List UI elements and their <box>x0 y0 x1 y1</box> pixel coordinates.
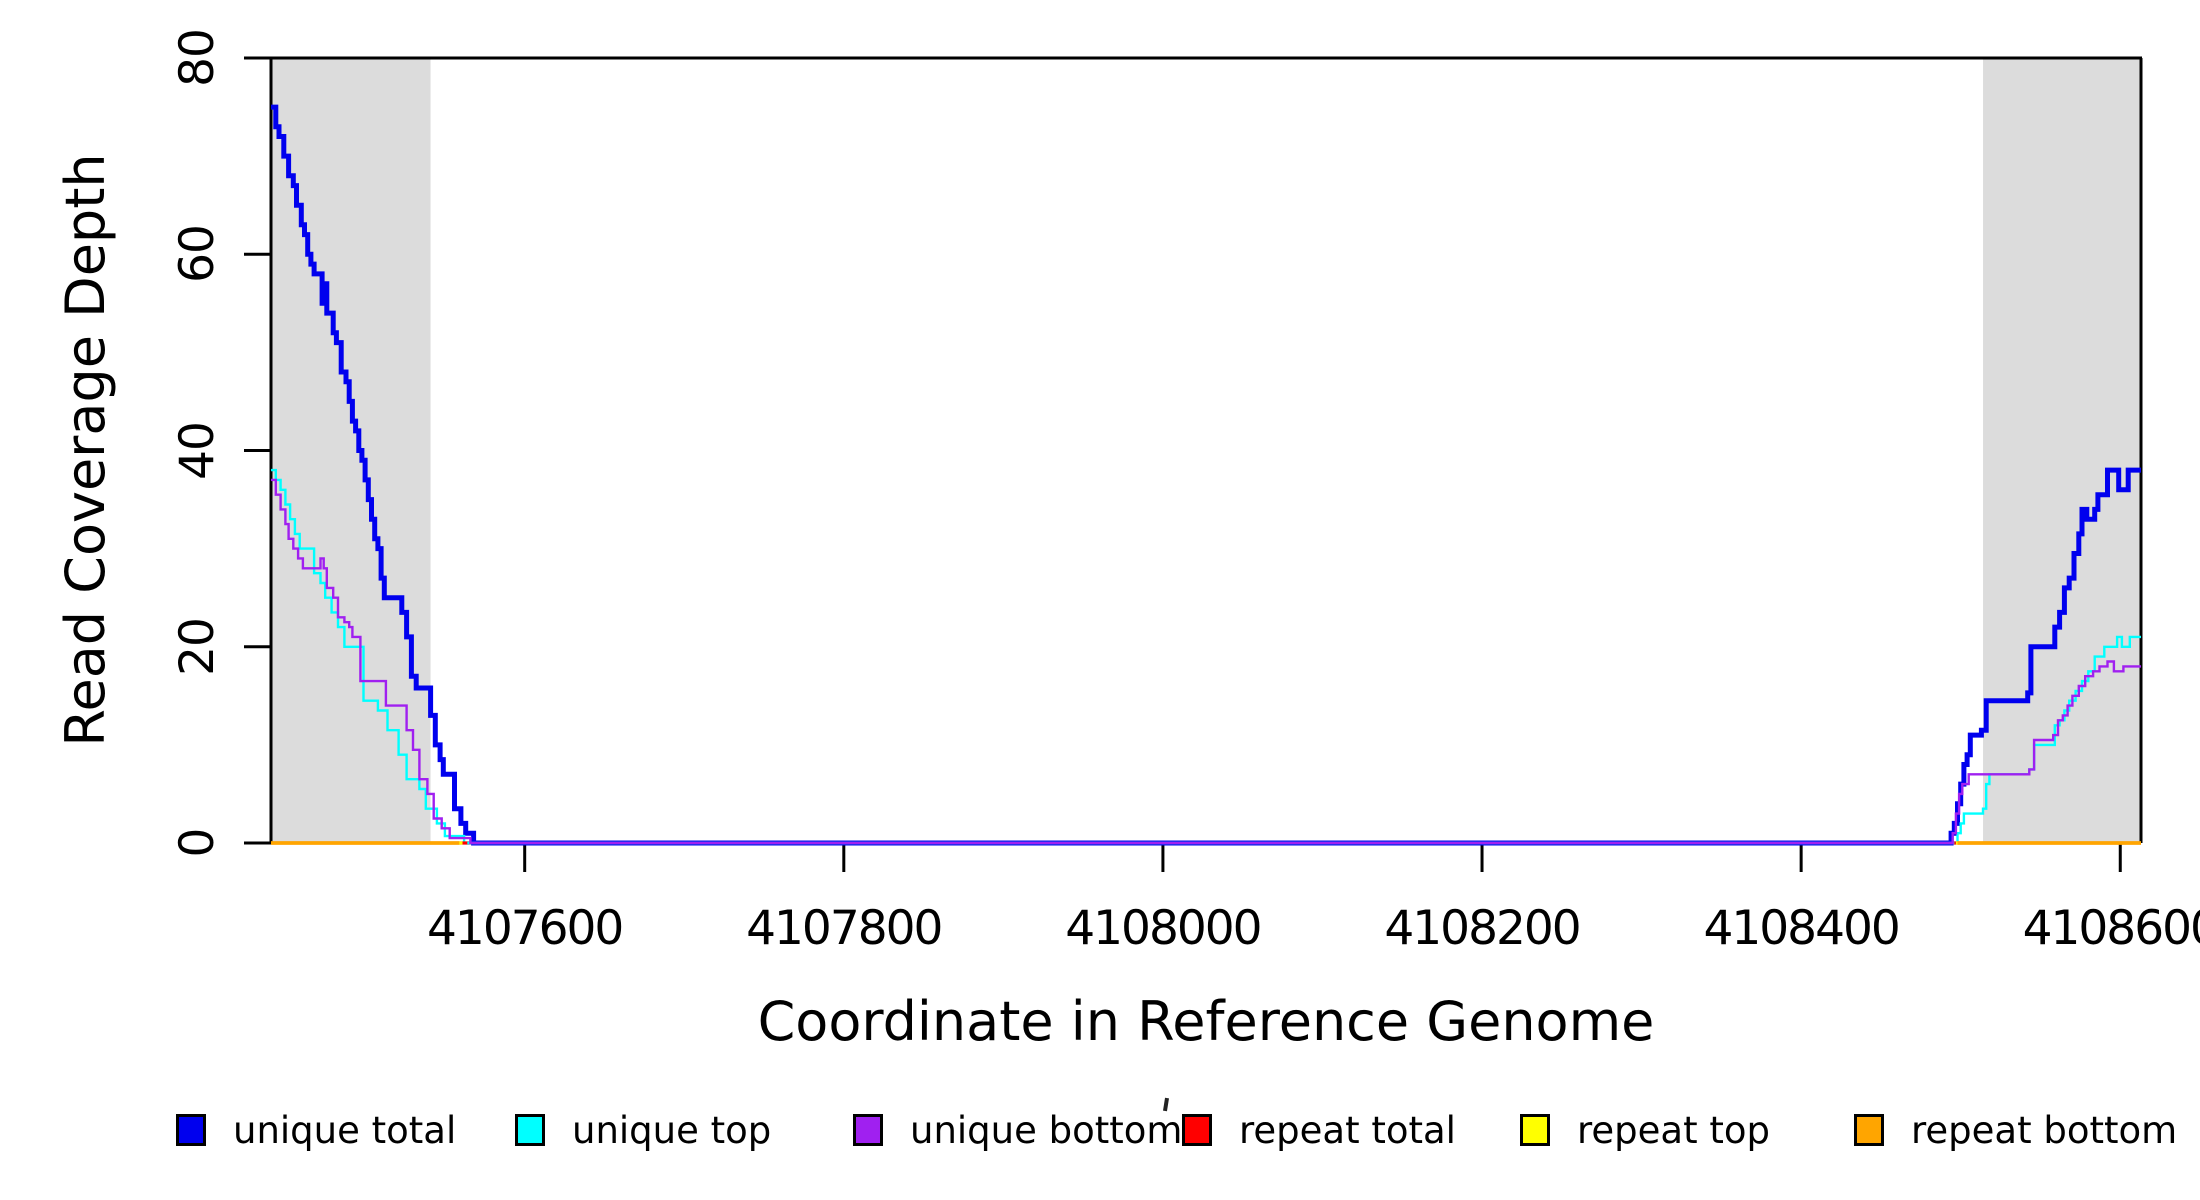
x-tick-label-4108200: 4108200 <box>1384 901 1581 956</box>
x-tick-label-4107800: 4107800 <box>746 901 943 956</box>
x-tick-label-4108600: 4108600 <box>2022 901 2200 956</box>
series-unique-top-0 <box>271 468 2141 845</box>
series-unique-bottom-0 <box>271 478 2141 845</box>
y-tick-label-40: 40 <box>169 421 225 480</box>
y-axis-title: Read Coverage Depth <box>54 153 117 747</box>
x-tick-label-4108400: 4108400 <box>1703 901 1900 956</box>
repeat-region-band-1 <box>1983 58 2141 843</box>
series-unique-total-0 <box>271 104 2141 846</box>
y-tick-label-80: 80 <box>169 29 225 87</box>
y-tick-label-20: 20 <box>169 617 225 676</box>
y-tick-label-60: 60 <box>169 225 225 284</box>
y-tick-label-0: 0 <box>169 828 225 858</box>
x-tick-label-4108000: 4108000 <box>1065 901 1262 956</box>
x-axis-title: Coordinate in Reference Genome <box>757 990 1655 1053</box>
x-tick-label-4107600: 4107600 <box>427 901 624 956</box>
